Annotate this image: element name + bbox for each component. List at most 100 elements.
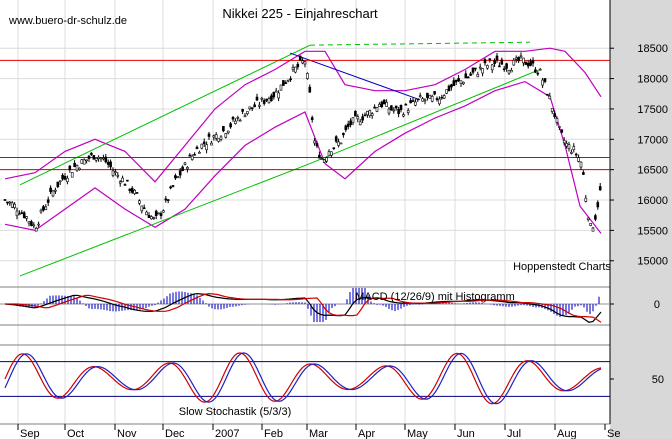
price-candle <box>183 162 187 165</box>
price-candle <box>176 176 180 178</box>
axis-labels: Sep Oct Nov Dec 2007 Feb Mar Apr May Jun Jul Aug Se 1… <box>17 43 668 439</box>
price-candle <box>380 101 384 107</box>
price-candle <box>375 107 379 112</box>
price-candle <box>366 110 369 116</box>
price-candle <box>562 140 566 144</box>
price-candle <box>39 209 43 213</box>
price-candle <box>346 123 350 127</box>
price-candle <box>118 181 122 184</box>
price-candle <box>229 123 232 128</box>
price-candle <box>46 199 50 203</box>
price-candle <box>123 184 127 186</box>
price-candle <box>56 181 60 188</box>
price-candle <box>106 162 110 165</box>
price-candle <box>286 79 290 82</box>
price-candle <box>553 113 556 117</box>
price-candle <box>85 159 88 162</box>
price-candle <box>224 133 228 138</box>
price-candle <box>13 203 16 209</box>
y-tick-label: 15000 <box>637 256 668 268</box>
price-candle <box>277 92 280 99</box>
price-candle <box>99 157 103 160</box>
x-tick-label: Jul <box>507 428 521 439</box>
price-candle <box>500 59 504 65</box>
price-candle <box>507 69 511 74</box>
price-candle <box>586 217 590 221</box>
price-candle <box>397 108 400 115</box>
price-candle <box>358 121 362 126</box>
stochastic-k-line <box>4 352 602 405</box>
price-candle <box>157 212 160 215</box>
price-candle <box>390 105 393 111</box>
price-candle <box>476 74 480 78</box>
price-candle <box>150 216 153 220</box>
price-candle <box>423 99 427 102</box>
price-candle <box>171 185 175 187</box>
price-candle <box>198 151 201 154</box>
price-candle <box>270 95 273 102</box>
price-candle <box>10 202 14 208</box>
panel-separators <box>0 0 611 425</box>
price-candle <box>195 146 199 150</box>
price-candle <box>522 57 525 64</box>
price-candle <box>253 104 256 108</box>
price-candle <box>34 228 38 232</box>
price-candle <box>402 114 405 117</box>
price-candle <box>262 100 266 104</box>
price-candle <box>78 167 81 170</box>
price-candle <box>320 158 324 160</box>
price-candle <box>464 73 468 79</box>
price-candle <box>174 175 177 179</box>
price-candle <box>565 143 568 147</box>
price-candle <box>471 67 475 73</box>
price-candle <box>426 92 429 98</box>
price-candle <box>186 167 189 170</box>
price-candle <box>25 216 28 219</box>
x-tick-label: Mar <box>309 428 328 439</box>
y-tick-label: 17500 <box>637 104 668 116</box>
price-candle <box>138 200 141 204</box>
stochastic-panel <box>0 352 610 405</box>
x-tick-label: May <box>407 428 428 439</box>
price-candle <box>589 223 592 226</box>
price-candle <box>75 165 79 171</box>
price-candle <box>15 210 19 217</box>
website-label: www.buero-dr-schulz.de <box>8 15 127 27</box>
price-candle <box>267 98 271 104</box>
price-candle <box>399 104 403 110</box>
price-candle <box>272 92 276 98</box>
price-candle <box>42 206 45 211</box>
price-candle <box>512 60 516 66</box>
price-candle <box>135 192 139 194</box>
price-candle <box>387 108 391 114</box>
stochastic-label: Slow Stochastik (5/3/3) <box>179 406 292 418</box>
price-candle <box>416 98 420 101</box>
price-candle <box>349 120 352 126</box>
price-candle <box>49 187 52 193</box>
price-candle <box>241 109 244 112</box>
price-candle <box>339 142 343 145</box>
price-candle <box>378 104 381 108</box>
x-tick-label: Oct <box>67 428 84 439</box>
price-candle <box>54 189 57 192</box>
y-tick-label: 18500 <box>637 43 668 55</box>
price-candle <box>6 201 9 204</box>
price-candle <box>226 130 230 134</box>
price-candle <box>66 177 69 183</box>
price-candle <box>546 93 549 96</box>
price-candle <box>308 86 312 93</box>
price-candle <box>188 154 192 157</box>
price-candle <box>435 98 439 101</box>
price-candle <box>27 221 31 224</box>
price-candle <box>30 221 33 226</box>
price-candle <box>594 215 597 220</box>
price-candle <box>32 224 36 227</box>
price-candle <box>166 199 170 201</box>
price-candle <box>363 114 367 117</box>
price-candle <box>212 135 216 138</box>
price-candle <box>303 61 307 65</box>
price-candle <box>498 65 501 68</box>
price-candle <box>114 171 117 174</box>
price-candle <box>454 79 458 83</box>
